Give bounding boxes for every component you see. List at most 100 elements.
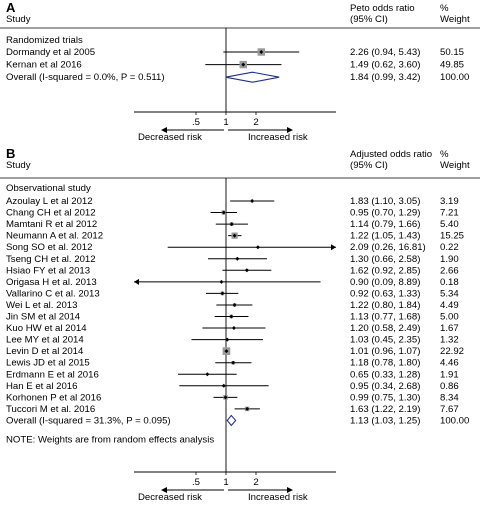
point-estimate xyxy=(221,383,226,388)
point-estimate xyxy=(244,268,249,273)
increased-risk-label: Increased risk xyxy=(248,132,308,143)
estimate-label: 0.99 (0.75, 1.30) xyxy=(350,392,420,403)
ci-arrow-left xyxy=(134,278,139,285)
weight-label: 0.86 xyxy=(440,381,459,392)
estimate-label: 1.14 (0.79, 1.66) xyxy=(350,219,420,230)
header-study: Study xyxy=(6,14,31,25)
weight-label: 5.40 xyxy=(440,219,459,230)
header-weight-pct: % xyxy=(440,149,449,160)
study-label: Mamtani R et al 2012 xyxy=(6,219,97,230)
weight-label: 15.25 xyxy=(440,231,464,242)
panel-label: B xyxy=(6,146,15,161)
point-estimate xyxy=(250,199,255,203)
x-tick-label: 2 xyxy=(253,117,258,128)
overall-estimate: 1.13 (1.03, 1.25) xyxy=(350,415,420,426)
increased-arrow-head xyxy=(287,487,293,493)
overall-diamond xyxy=(225,71,280,83)
weight-label: 7.67 xyxy=(440,404,459,415)
decreased-arrow-head xyxy=(161,127,167,133)
weight-label: 8.34 xyxy=(440,392,459,403)
estimate-label: 0.95 (0.34, 2.68) xyxy=(350,381,420,392)
weight-label: 49.85 xyxy=(440,60,464,71)
point-estimate xyxy=(231,326,236,331)
weight-label: 4.46 xyxy=(440,358,459,369)
weight-label: 1.67 xyxy=(440,323,459,334)
point-estimate xyxy=(245,406,250,411)
ci-arrow-right xyxy=(331,244,336,251)
study-label: Jin SM et al 2014 xyxy=(6,312,81,323)
x-tick-label: 2 xyxy=(253,477,258,488)
weight-label: 0.22 xyxy=(440,242,459,253)
weight-label: 5.34 xyxy=(440,288,459,299)
overall-label: Overall (I-squared = 0.0%, P = 0.511) xyxy=(6,72,165,83)
x-tick-label: 1 xyxy=(223,477,228,488)
panel-label: A xyxy=(6,0,16,15)
estimate-label: 1.49 (0.62, 3.60) xyxy=(350,60,420,71)
weight-label: 3.19 xyxy=(440,196,459,207)
study-label: Lewis JD et al 2015 xyxy=(6,358,90,369)
estimate-label: 0.65 (0.33, 1.28) xyxy=(350,369,420,380)
study-label: Hsiao FY et al 2013 xyxy=(6,265,90,276)
study-label: Han E et al 2016 xyxy=(6,381,77,392)
decreased-risk-label: Decreased risk xyxy=(138,492,202,503)
point-estimate xyxy=(229,314,234,319)
estimate-label: 1.01 (0.96, 1.07) xyxy=(350,346,420,357)
estimate-label: 1.18 (0.78, 1.80) xyxy=(350,358,420,369)
weight-label: 50.15 xyxy=(440,47,464,58)
study-label: Korhonen P et al 2016 xyxy=(6,392,101,403)
estimate-label: 0.95 (0.70, 1.29) xyxy=(350,208,420,219)
estimate-label: 1.20 (0.58, 2.49) xyxy=(350,323,420,334)
header-study: Study xyxy=(6,160,31,171)
study-label: Vallarino C et al. 2013 xyxy=(6,288,100,299)
estimate-label: 1.13 (0.77, 1.68) xyxy=(350,312,420,323)
weight-label: 22.92 xyxy=(440,346,464,357)
header-weight: Weight xyxy=(440,160,470,171)
weight-label: 1.90 xyxy=(440,254,459,265)
study-label: Tuccori M et al. 2016 xyxy=(6,404,95,415)
point-estimate xyxy=(255,245,260,250)
study-label: Origasa H et al. 2013 xyxy=(6,277,97,288)
point-estimate xyxy=(231,360,236,365)
point-estimate xyxy=(221,210,226,215)
estimate-label: 2.09 (0.26, 16.81) xyxy=(350,242,426,253)
study-label: Azoulay L et al 2012 xyxy=(6,196,93,207)
weight-label: 0.18 xyxy=(440,277,459,288)
study-label: Neumann A et al. 2012 xyxy=(6,231,103,242)
study-label: Kernan et al 2016 xyxy=(6,60,82,71)
weight-label: 7.21 xyxy=(440,208,459,219)
point-estimate xyxy=(219,279,224,284)
point-estimate xyxy=(220,291,225,296)
header-ci: (95% CI) xyxy=(350,14,388,25)
header-ci: (95% CI) xyxy=(350,160,388,171)
point-estimate xyxy=(229,222,234,227)
estimate-label: 2.26 (0.94, 5.43) xyxy=(350,47,420,58)
estimate-label: 1.83 (1.10, 3.05) xyxy=(350,196,420,207)
study-label: Lee MY et al 2014 xyxy=(6,335,84,346)
footnote: NOTE: Weights are from random effects an… xyxy=(6,434,214,445)
point-estimate xyxy=(232,233,237,238)
weight-label: 4.49 xyxy=(440,300,459,311)
study-label: Levin D et al 2014 xyxy=(6,346,84,357)
overall-diamond xyxy=(226,414,237,427)
study-label: Chang CH et al 2012 xyxy=(6,208,96,219)
study-label: Erdmann E et al 2016 xyxy=(6,369,99,380)
overall-weight: 100.00 xyxy=(440,72,469,83)
estimate-label: 1.22 (0.80, 1.84) xyxy=(350,300,420,311)
x-tick-label: .5 xyxy=(192,477,200,488)
overall-label: Overall (I-squared = 31.3%, P = 0.095) xyxy=(6,415,171,426)
x-tick-label: 1 xyxy=(223,117,228,128)
point-estimate xyxy=(232,302,237,307)
study-label: Song SO et al. 2012 xyxy=(6,242,92,253)
group-label: Observational study xyxy=(6,183,91,194)
point-estimate xyxy=(259,50,264,54)
point-estimate xyxy=(235,256,240,261)
header-estimate: Adjusted odds ratio xyxy=(350,149,432,160)
weight-label: 5.00 xyxy=(440,312,459,323)
study-label: Wei L et al. 2013 xyxy=(6,300,77,311)
increased-risk-label: Increased risk xyxy=(248,492,308,503)
estimate-label: 0.92 (0.63, 1.33) xyxy=(350,288,420,299)
weight-label: 2.66 xyxy=(440,265,459,276)
